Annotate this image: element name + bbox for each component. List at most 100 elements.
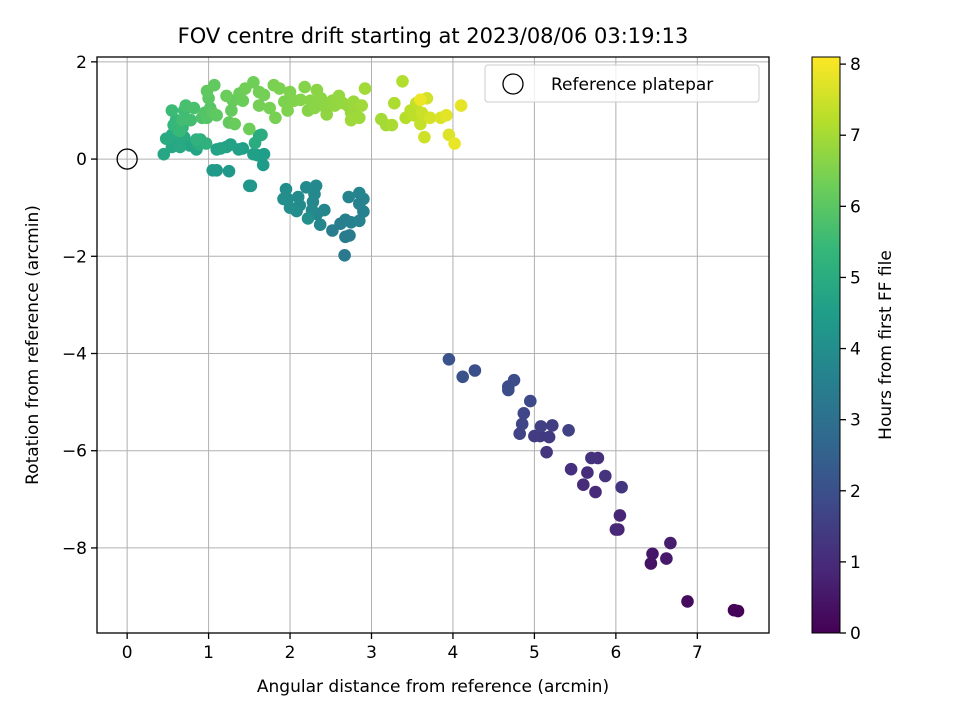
data-point bbox=[385, 118, 399, 132]
data-point bbox=[228, 117, 241, 131]
legend: Reference platepar bbox=[484, 64, 760, 103]
data-point bbox=[353, 186, 366, 200]
data-point bbox=[309, 179, 323, 193]
data-point bbox=[300, 181, 313, 194]
data-point bbox=[243, 122, 256, 136]
data-point bbox=[269, 111, 282, 125]
data-point bbox=[214, 142, 228, 155]
data-point bbox=[247, 147, 260, 161]
data-point bbox=[528, 429, 541, 443]
colorbar-tick-label: 0 bbox=[850, 624, 861, 644]
data-point bbox=[546, 419, 559, 432]
x-tick-label: 6 bbox=[610, 643, 621, 663]
data-point bbox=[157, 147, 171, 161]
data-point bbox=[190, 133, 203, 146]
points-layer bbox=[157, 75, 745, 618]
data-point bbox=[423, 111, 437, 125]
data-point bbox=[294, 93, 307, 107]
data-point bbox=[222, 164, 236, 178]
data-point bbox=[440, 109, 453, 122]
data-point bbox=[585, 451, 598, 465]
x-tick-label: 3 bbox=[366, 643, 377, 663]
data-point bbox=[456, 370, 470, 384]
y-axis-label: Rotation from reference (arcmin) bbox=[23, 205, 43, 485]
data-point bbox=[313, 218, 327, 231]
legend-box bbox=[484, 64, 760, 103]
data-point bbox=[589, 485, 602, 499]
data-point bbox=[256, 158, 270, 172]
data-point bbox=[681, 595, 694, 608]
legend-marker-reference bbox=[502, 73, 524, 95]
data-point bbox=[615, 480, 628, 494]
data-point bbox=[540, 445, 553, 459]
data-point bbox=[173, 140, 187, 154]
data-point bbox=[454, 99, 468, 112]
colorbar-label: Hours from first FF file bbox=[876, 250, 896, 440]
x-tick-label: 5 bbox=[529, 643, 540, 663]
colorbar: 0 1 2 3 4 5 6 7 8 Hours from first FF file bbox=[811, 55, 896, 644]
data-point bbox=[255, 128, 268, 142]
data-point bbox=[257, 147, 271, 161]
data-point bbox=[502, 383, 515, 397]
x-ticks: 0 1 2 3 4 5 6 7 bbox=[122, 633, 703, 663]
data-point bbox=[220, 89, 233, 103]
plot-frame bbox=[96, 56, 770, 634]
reference-marker bbox=[116, 148, 138, 170]
data-point bbox=[599, 469, 612, 483]
data-point bbox=[414, 117, 427, 131]
data-point bbox=[396, 75, 409, 88]
data-point bbox=[244, 179, 258, 193]
data-point bbox=[277, 192, 290, 206]
data-point bbox=[507, 373, 521, 387]
y-tick-label: −4 bbox=[62, 345, 87, 365]
data-point bbox=[515, 417, 529, 431]
data-point bbox=[320, 108, 334, 121]
y-tick-label: 2 bbox=[76, 53, 87, 73]
y-tick-label: −8 bbox=[62, 539, 87, 559]
data-point bbox=[173, 124, 187, 138]
x-tick-label: 1 bbox=[203, 643, 214, 663]
data-point bbox=[358, 82, 372, 95]
data-point bbox=[534, 420, 548, 433]
data-point bbox=[414, 93, 427, 107]
data-point bbox=[343, 229, 356, 242]
data-point bbox=[326, 224, 339, 237]
x-tick-label: 7 bbox=[692, 643, 703, 663]
y-tick-label: −6 bbox=[62, 442, 87, 462]
colorbar-tick-label: 3 bbox=[850, 411, 861, 431]
colorbar-gradient bbox=[811, 56, 841, 634]
data-point bbox=[257, 88, 271, 102]
colorbar-tick-label: 2 bbox=[850, 482, 861, 502]
data-point bbox=[308, 101, 321, 115]
x-axis-label: Angular distance from reference (arcmin) bbox=[257, 677, 609, 697]
data-point bbox=[660, 552, 673, 565]
data-point bbox=[524, 394, 537, 408]
colorbar-tick-label: 1 bbox=[850, 553, 861, 573]
data-point bbox=[206, 164, 219, 177]
reference-layer bbox=[116, 148, 138, 170]
data-point bbox=[388, 96, 401, 110]
data-point bbox=[513, 427, 526, 441]
x-tick-label: 4 bbox=[448, 643, 459, 663]
data-point bbox=[184, 113, 197, 127]
data-point bbox=[727, 603, 741, 617]
data-point bbox=[208, 78, 221, 92]
data-point bbox=[236, 94, 250, 107]
data-point bbox=[646, 547, 659, 561]
x-tick-label: 0 bbox=[122, 643, 133, 663]
data-point bbox=[664, 536, 677, 550]
y-tick-label: 0 bbox=[76, 150, 87, 170]
data-point bbox=[442, 353, 456, 366]
data-point bbox=[468, 364, 482, 377]
data-point bbox=[577, 478, 590, 492]
data-point bbox=[562, 424, 575, 437]
data-point bbox=[279, 182, 293, 196]
chart-title: FOV centre drift starting at 2023/08/06 … bbox=[178, 24, 689, 48]
data-point bbox=[225, 104, 238, 117]
x-tick-label: 2 bbox=[285, 643, 296, 663]
grid-layer bbox=[97, 57, 769, 633]
data-point bbox=[564, 462, 578, 476]
data-point bbox=[517, 407, 531, 420]
data-point bbox=[165, 104, 179, 117]
colorbar-tick-label: 8 bbox=[850, 55, 861, 75]
